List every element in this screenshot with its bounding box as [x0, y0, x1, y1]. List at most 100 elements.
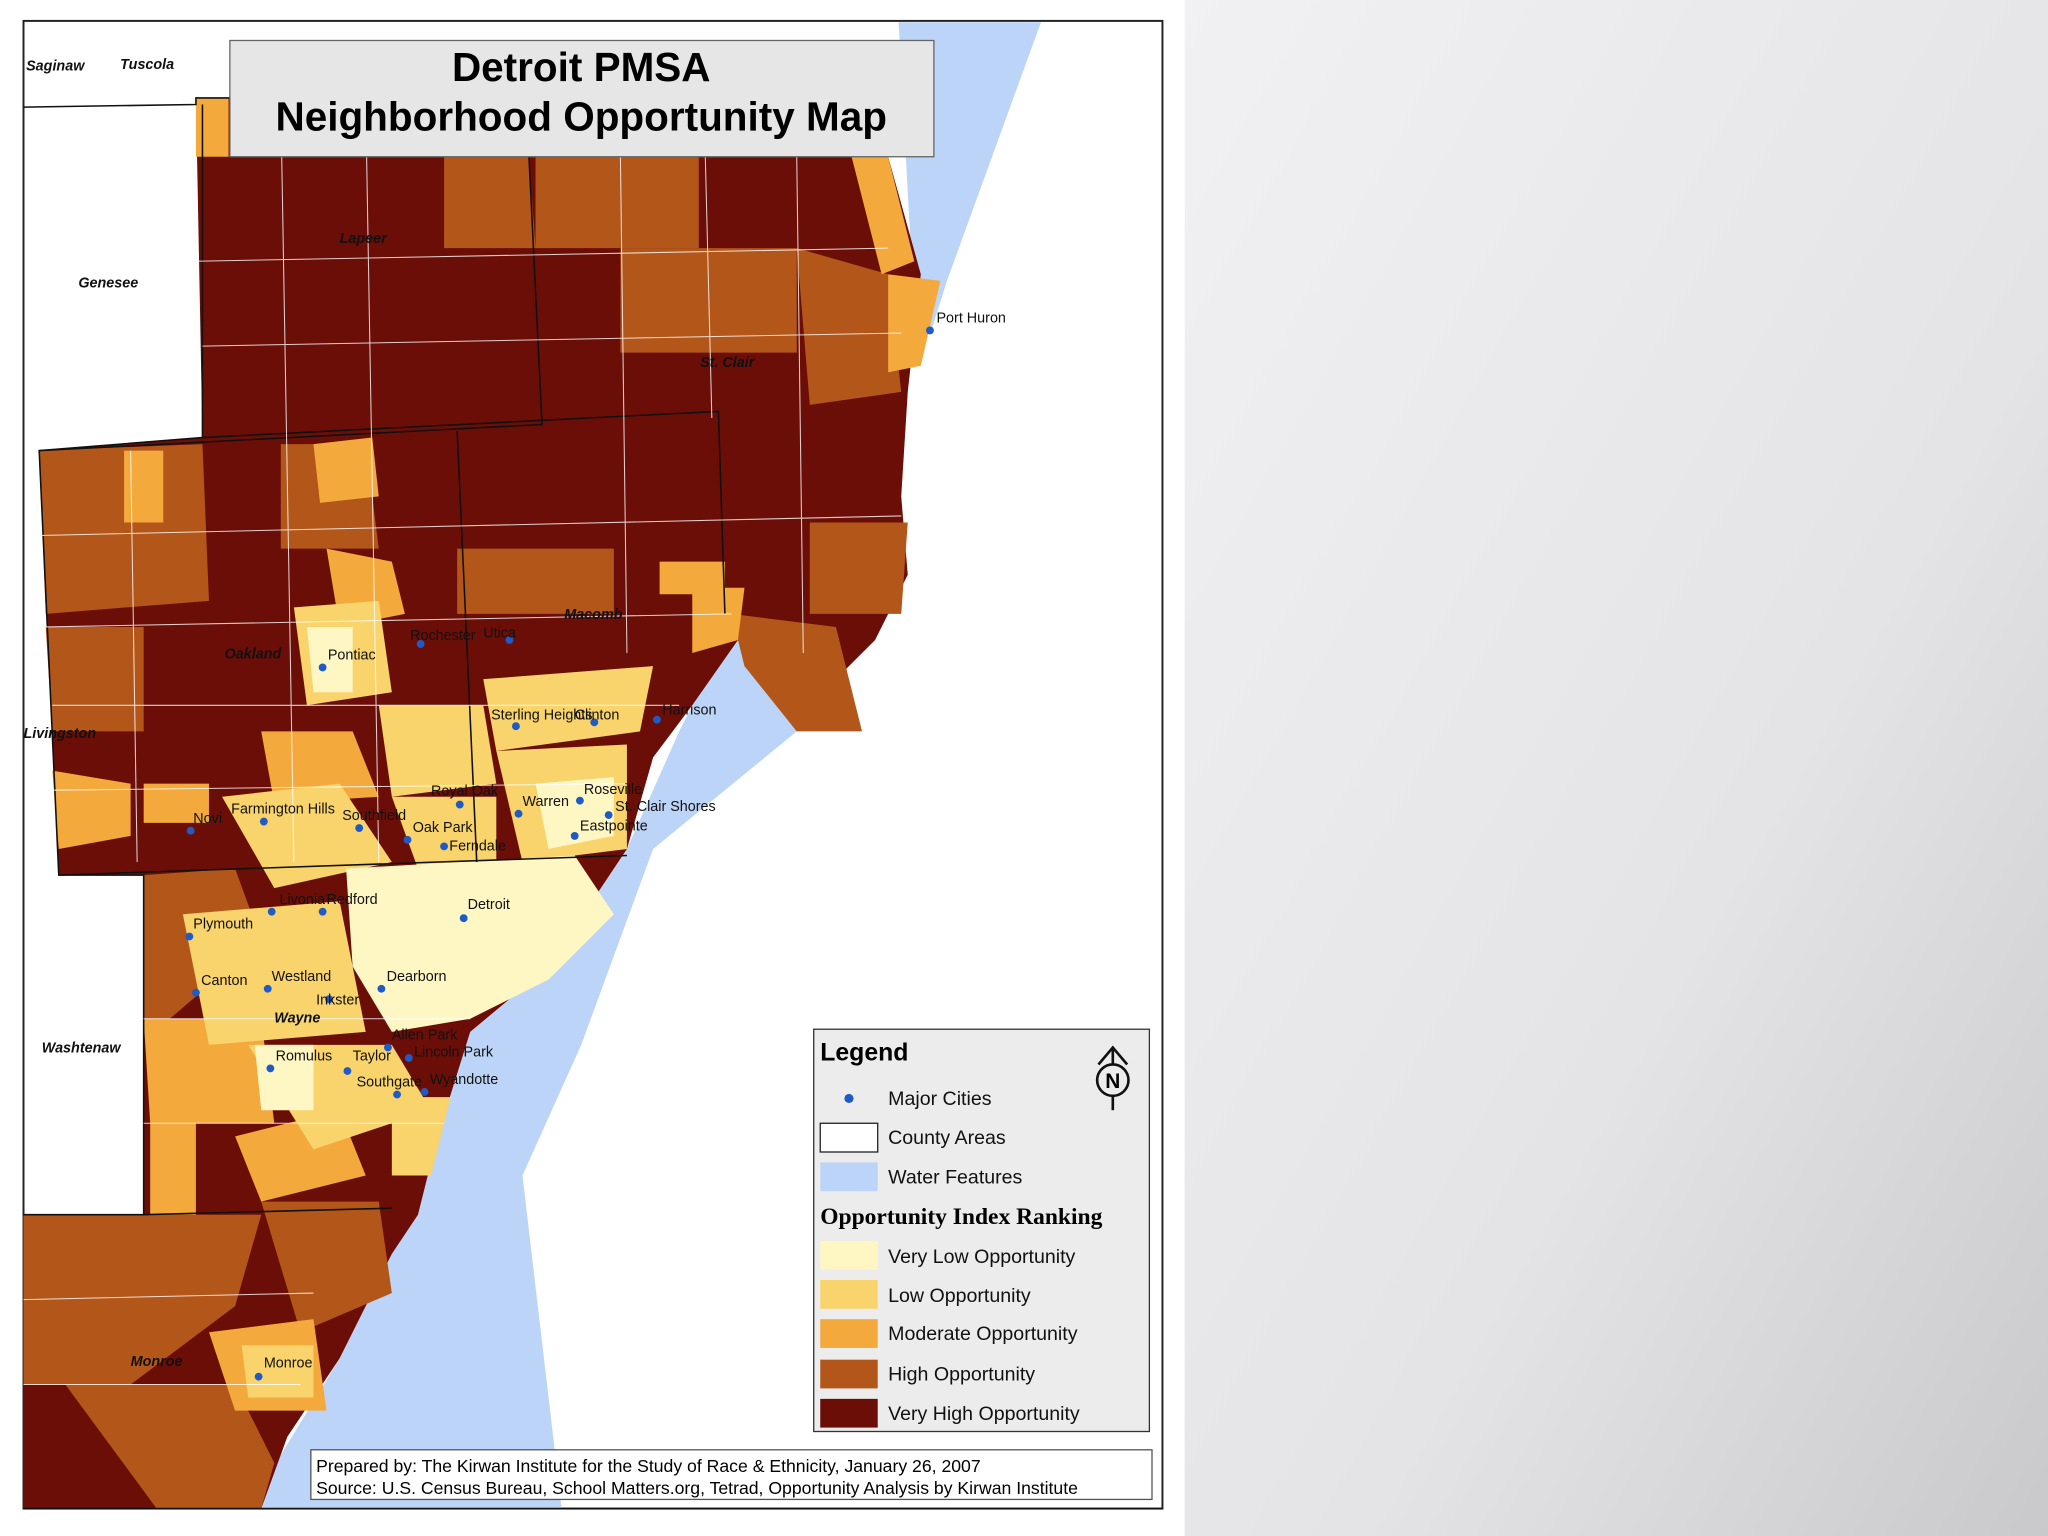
city-label: Dearborn — [387, 969, 447, 985]
city-dot — [318, 907, 327, 916]
township-grid — [23, 104, 902, 1386]
city-label: Wyandotte — [430, 1072, 499, 1088]
city-dot — [926, 326, 934, 335]
city-label: Harrison — [662, 702, 716, 718]
title-line: Neighborhood Opportunity Map — [275, 94, 886, 140]
city-label: Rochester — [410, 628, 476, 644]
city-swatch — [844, 1093, 854, 1104]
city-dot — [267, 907, 276, 916]
north-arrow: N — [1095, 1045, 1130, 1111]
city-label: Redford — [327, 892, 378, 908]
title-line: Detroit PMSA — [452, 44, 711, 90]
city-dot — [514, 809, 523, 818]
city-dot — [343, 1067, 352, 1075]
credits-box — [310, 1449, 1153, 1501]
city-label: Novi — [193, 811, 222, 827]
city-dot — [403, 835, 412, 844]
ranking-swatch — [820, 1359, 878, 1389]
city-label: Farmington Hills — [231, 802, 335, 818]
city-label: Southfield — [342, 808, 406, 824]
low-regions — [182, 600, 654, 1398]
county-swatch — [819, 1122, 879, 1153]
legend-title: Legend — [820, 1040, 908, 1067]
ranking-swatch — [820, 1280, 878, 1309]
legend: Legend N Major Cities County Areas Water… — [813, 1028, 1151, 1433]
title-box — [229, 39, 935, 158]
city-dot — [420, 1088, 429, 1096]
city-label: Warren — [522, 794, 569, 810]
city-dot — [512, 722, 520, 731]
county-label: Tuscola — [120, 57, 174, 73]
county-label: Wayne — [274, 1011, 320, 1027]
city-dot — [404, 1054, 413, 1062]
city-label: Clinton — [575, 708, 620, 724]
city-dot — [263, 984, 272, 993]
city-label: Eastpointe — [580, 819, 648, 835]
lake-st-clair-erie — [248, 626, 836, 1509]
county-label: Genesee — [78, 275, 138, 291]
side-panel — [1184, 0, 2048, 1536]
county-label: Oakland — [225, 646, 283, 662]
city-dot — [185, 932, 194, 941]
city-label: Roseville — [584, 782, 642, 798]
city-label: Oak Park — [413, 820, 474, 836]
map-labels: Saginaw Tuscola Genesee Lapeer St. Clair Maco… — [24, 57, 1006, 1381]
city-dot — [266, 1064, 275, 1073]
city-dot — [604, 811, 613, 819]
ranking-swatch — [820, 1319, 878, 1348]
legend-label: Very High Opportunity — [888, 1403, 1080, 1425]
county-label: Livingston — [24, 726, 97, 742]
city-dot — [384, 1043, 392, 1052]
city-label: Monroe — [264, 1356, 313, 1372]
county-label: St. Clair — [700, 355, 756, 371]
legend-label: Very Low Opportunity — [888, 1246, 1075, 1268]
city-label: Romulus — [276, 1049, 333, 1065]
city-label: Southgate — [357, 1075, 422, 1091]
city-dot — [590, 718, 599, 727]
city-label: Detroit — [468, 897, 510, 913]
city-label: Utica — [483, 625, 516, 641]
legend-label: Low Opportunity — [888, 1285, 1031, 1307]
north-label: N — [1105, 1070, 1120, 1093]
city-label: Lincoln Park — [414, 1045, 494, 1061]
county-label: Saginaw — [26, 59, 85, 75]
city-label: Plymouth — [193, 917, 253, 933]
city-dot — [259, 817, 268, 826]
city-label: Port Huron — [936, 311, 1005, 327]
city-label: Westland — [272, 969, 332, 985]
city-dot — [318, 663, 327, 672]
ranking-title: Opportunity Index Ranking — [820, 1204, 1102, 1230]
city-dot — [186, 826, 195, 835]
city-label: Allen Park — [392, 1028, 458, 1044]
legend-label: County Areas — [888, 1127, 1006, 1149]
city-label: Canton — [201, 973, 247, 989]
city-dot — [459, 914, 468, 923]
high-regions — [23, 156, 908, 1509]
city-label: Sterling Heights — [491, 708, 592, 724]
city-label: Pontiac — [328, 648, 376, 664]
county-boundaries — [23, 97, 1163, 1510]
city-label: Royal Oak — [431, 783, 499, 799]
legend-label: Major Cities — [888, 1088, 992, 1110]
city-dot — [570, 832, 579, 840]
water-swatch — [820, 1162, 878, 1192]
map: Saginaw Tuscola Genesee Lapeer St. Clair Maco… — [22, 19, 1164, 1510]
ranking-swatch — [820, 1398, 878, 1428]
county-label: Macomb — [564, 607, 622, 623]
city-dot — [325, 995, 334, 1004]
city-dot — [455, 800, 464, 809]
county-label: Washtenaw — [42, 1041, 122, 1057]
city-dot — [377, 984, 386, 993]
city-label: Ferndale — [449, 838, 506, 854]
city-dot — [192, 988, 200, 997]
city-dot — [355, 824, 364, 832]
county-label: Lapeer — [340, 231, 389, 247]
credit-line: Source: U.S. Census Bureau, School Matte… — [316, 1478, 1078, 1498]
city-label: Inkster — [316, 992, 359, 1008]
city-dot — [393, 1090, 401, 1099]
credit-line: Prepared by: The Kirwan Institute for th… — [316, 1456, 981, 1476]
legend-label: Moderate Opportunity — [888, 1323, 1078, 1345]
very-low-regions — [254, 626, 614, 1111]
